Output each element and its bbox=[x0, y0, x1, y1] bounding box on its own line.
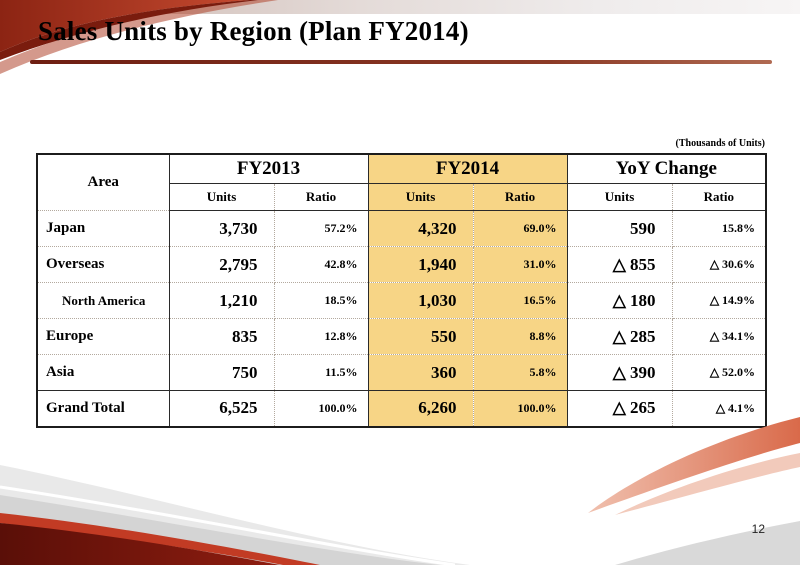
fy2013-ratio-cell: 57.2% bbox=[273, 210, 369, 247]
area-cell: Asia bbox=[36, 354, 170, 391]
page-number: 12 bbox=[751, 522, 765, 536]
fy2013-ratio-cell: 100.0% bbox=[273, 390, 369, 427]
table-row-grand-total: Grand Total 6,525 100.0% 6,260 100.0% △ … bbox=[36, 390, 767, 427]
yoy-units-cell: △ 390 bbox=[566, 354, 673, 391]
fy2014-ratio-cell: 5.8% bbox=[472, 354, 568, 391]
table-row: Asia 750 11.5% 360 5.8% △ 390 △ 52.0% bbox=[36, 354, 767, 391]
yoy-units-cell: △ 855 bbox=[566, 246, 673, 283]
fy2014-ratio-cell: 8.8% bbox=[472, 318, 568, 355]
col-header-fy2013: FY2013 bbox=[168, 153, 369, 184]
fy2013-ratio-cell: 11.5% bbox=[273, 354, 369, 391]
fy2014-units-cell: 1,030 bbox=[367, 282, 474, 319]
sub-header-ratio: Ratio bbox=[671, 183, 767, 211]
yoy-ratio-cell: 15.8% bbox=[671, 210, 767, 247]
sales-table: Area FY2013 FY2014 YoY Change Units Rati… bbox=[36, 153, 768, 428]
fy2014-units-cell: 1,940 bbox=[367, 246, 474, 283]
area-cell: Grand Total bbox=[36, 390, 170, 427]
yoy-ratio-cell: △ 34.1% bbox=[671, 318, 767, 355]
area-cell: Overseas bbox=[36, 246, 170, 283]
area-cell: Japan bbox=[36, 210, 170, 247]
fy2013-ratio-cell: 18.5% bbox=[273, 282, 369, 319]
page-title: Sales Units by Region (Plan FY2014) bbox=[38, 16, 469, 46]
fy2013-units-cell: 3,730 bbox=[168, 210, 275, 247]
yoy-units-cell: △ 265 bbox=[566, 390, 673, 427]
yoy-units-cell: △ 180 bbox=[566, 282, 673, 319]
yoy-units-cell: △ 285 bbox=[566, 318, 673, 355]
sub-header-ratio: Ratio bbox=[273, 183, 369, 211]
table-row: Overseas 2,795 42.8% 1,940 31.0% △ 855 △… bbox=[36, 246, 767, 283]
fy2014-ratio-cell: 16.5% bbox=[472, 282, 568, 319]
bottom-swoosh-decoration bbox=[0, 417, 800, 565]
table-row: Europe 835 12.8% 550 8.8% △ 285 △ 34.1% bbox=[36, 318, 767, 355]
sub-header-units: Units bbox=[367, 183, 474, 211]
sub-header-units: Units bbox=[566, 183, 673, 211]
yoy-ratio-cell: △ 52.0% bbox=[671, 354, 767, 391]
fy2014-units-cell: 4,320 bbox=[367, 210, 474, 247]
area-cell: Europe bbox=[36, 318, 170, 355]
fy2014-ratio-cell: 100.0% bbox=[472, 390, 568, 427]
col-header-area: Area bbox=[36, 153, 170, 211]
fy2013-units-cell: 750 bbox=[168, 354, 275, 391]
sub-header-units: Units bbox=[168, 183, 275, 211]
yoy-ratio-cell: △ 14.9% bbox=[671, 282, 767, 319]
top-left-swoosh-decoration bbox=[0, 0, 278, 74]
area-cell: North America bbox=[36, 282, 170, 319]
header-row-groups: Area FY2013 FY2014 YoY Change bbox=[36, 153, 767, 211]
title-divider bbox=[30, 60, 772, 64]
fy2013-ratio-cell: 12.8% bbox=[273, 318, 369, 355]
fy2014-units-cell: 550 bbox=[367, 318, 474, 355]
fy2013-units-cell: 835 bbox=[168, 318, 275, 355]
fy2014-ratio-cell: 69.0% bbox=[472, 210, 568, 247]
fy2014-ratio-cell: 31.0% bbox=[472, 246, 568, 283]
sales-table-wrapper: Area FY2013 FY2014 YoY Change Units Rati… bbox=[36, 153, 768, 428]
fy2013-units-cell: 2,795 bbox=[168, 246, 275, 283]
yoy-ratio-cell: △ 4.1% bbox=[671, 390, 767, 427]
col-header-yoy: YoY Change bbox=[566, 153, 767, 184]
yoy-units-cell: 590 bbox=[566, 210, 673, 247]
fy2014-units-cell: 360 bbox=[367, 354, 474, 391]
table-row: North America 1,210 18.5% 1,030 16.5% △ … bbox=[36, 282, 767, 319]
fy2013-units-cell: 1,210 bbox=[168, 282, 275, 319]
col-header-fy2014: FY2014 bbox=[367, 153, 568, 184]
units-note: (Thousands of Units) bbox=[675, 138, 765, 149]
table-row: Japan 3,730 57.2% 4,320 69.0% 590 15.8% bbox=[36, 210, 767, 247]
fy2014-units-cell: 6,260 bbox=[367, 390, 474, 427]
yoy-ratio-cell: △ 30.6% bbox=[671, 246, 767, 283]
sub-header-ratio: Ratio bbox=[472, 183, 568, 211]
fy2013-ratio-cell: 42.8% bbox=[273, 246, 369, 283]
